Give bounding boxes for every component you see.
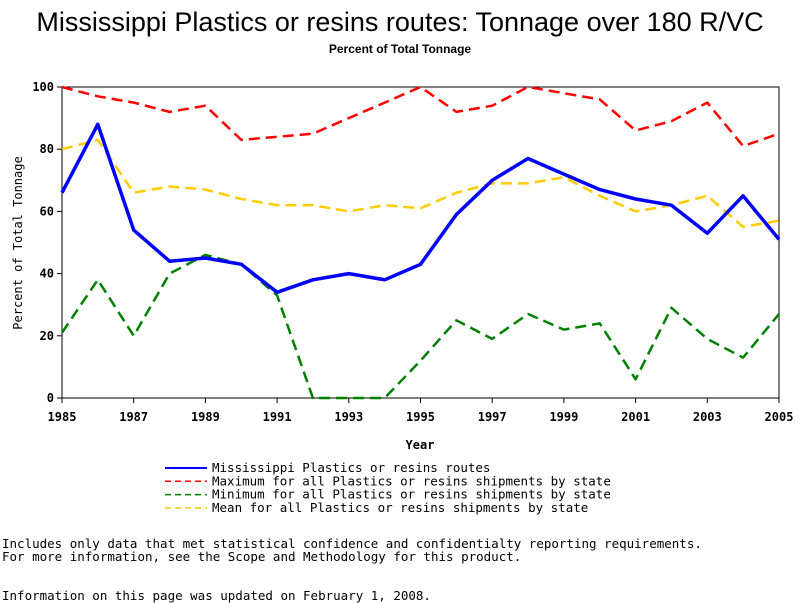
y-tick-label: 100	[32, 80, 54, 94]
x-tick-label: 1993	[334, 410, 363, 424]
note-confidence: Includes only data that met statistical …	[2, 536, 702, 551]
series-line-3	[60, 253, 780, 400]
x-tick-label: 1999	[549, 410, 578, 424]
x-tick-label: 1997	[478, 410, 507, 424]
y-tick-label: 0	[47, 391, 54, 405]
x-tick-label: 2005	[765, 410, 794, 424]
x-tick-label: 2003	[693, 410, 722, 424]
legend-entry-label: Maximum for all Plastics or resins shipm…	[212, 473, 611, 488]
note-methodology: For more information, see the Scope and …	[2, 549, 522, 564]
x-axis: 1985 1987 1989 1991 1993 1995 1997 1999 2001 2003…	[48, 398, 794, 424]
plot-frame	[61, 86, 780, 399]
legend: Mississippi Plastics or resins routesMax…	[165, 460, 611, 515]
note-updated: Information on this page was updated on …	[2, 588, 431, 603]
y-tick-label: 20	[40, 329, 54, 343]
x-tick-label: 1985	[48, 410, 77, 424]
y-axis: 0 20 40 60 80 100	[32, 80, 62, 405]
x-tick-label: 1989	[191, 410, 220, 424]
y-tick-label: 60	[40, 204, 54, 218]
x-tick-label: 1987	[119, 410, 148, 424]
x-axis-title: Year	[406, 438, 435, 452]
legend-entry-label: Minimum for all Plastics or resins shipm…	[212, 487, 611, 502]
chart-subtitle: Percent of Total Tonnage	[329, 42, 472, 56]
series-line-4	[61, 138, 780, 229]
y-tick-label: 80	[40, 142, 54, 156]
series-line-1	[60, 122, 781, 295]
legend-entry-label: Mississippi Plastics or resins routes	[212, 460, 490, 475]
x-tick-label: 2001	[621, 410, 650, 424]
y-axis-title: Percent of Total Tonnage	[11, 156, 25, 329]
y-tick-label: 40	[40, 267, 54, 281]
series-lines	[60, 85, 781, 400]
x-tick-label: 1995	[406, 410, 435, 424]
chart-title: Mississippi Plastics or resins routes: T…	[36, 7, 763, 37]
legend-entry-label: Mean for all Plastics or resins shipment…	[212, 500, 588, 515]
x-tick-label: 1991	[263, 410, 292, 424]
series-line-2	[61, 85, 780, 148]
